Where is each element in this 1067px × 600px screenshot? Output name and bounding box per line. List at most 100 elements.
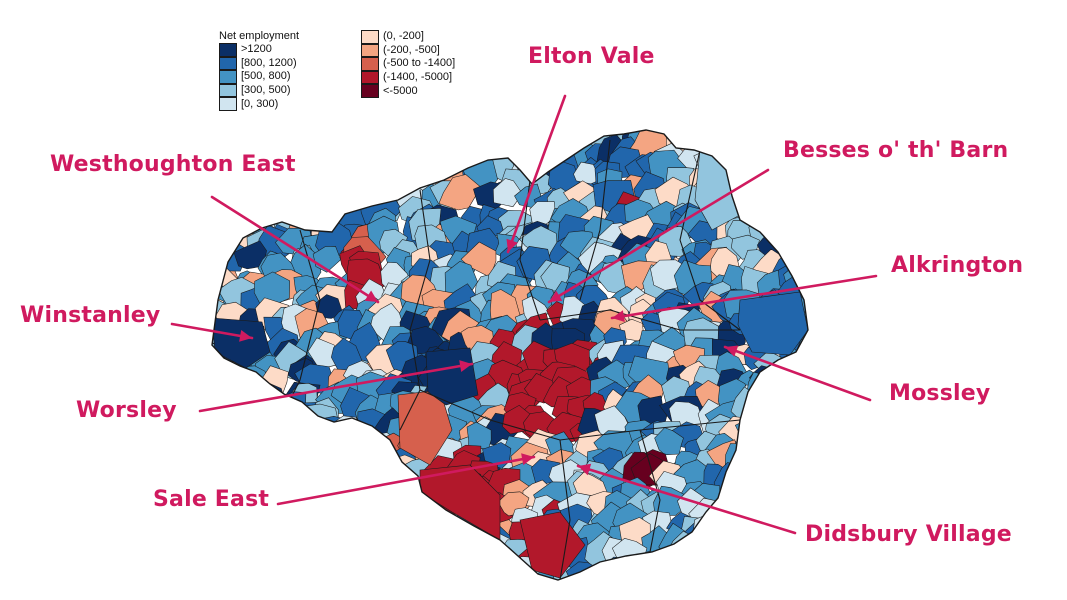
ward-region (212, 188, 230, 217)
ward-region (250, 525, 284, 562)
legend-title: Net employment (219, 30, 300, 42)
ward-region (303, 130, 348, 132)
ward-region (329, 529, 361, 558)
ward-region (398, 140, 434, 179)
ward-region (331, 131, 371, 168)
ward-region (310, 439, 343, 464)
ward-region (320, 517, 358, 551)
ward-region (424, 534, 457, 564)
ward-region (280, 511, 308, 545)
ward-region (309, 499, 347, 531)
pointer-line-sale-east (276, 455, 536, 506)
legend-item: [0, 300) (219, 97, 299, 111)
ward-region (212, 510, 225, 547)
ward-region (778, 478, 808, 516)
borough-boundary (539, 309, 740, 331)
ward-region (557, 130, 589, 142)
ward-region (212, 525, 248, 564)
ward-region (719, 524, 757, 559)
legend-item-label: [300, 500) (241, 84, 291, 97)
arrowhead-icon (612, 310, 625, 322)
ward-region (212, 351, 218, 387)
ward-region (264, 559, 303, 580)
ward-region (316, 139, 354, 179)
ward-region (683, 101, 711, 124)
ward-region (296, 130, 335, 132)
ward-region (500, 130, 529, 141)
ward-region (402, 130, 439, 150)
ward-region (406, 543, 438, 568)
legend-item-label: [0, 300) (241, 97, 279, 110)
ward-region (329, 515, 358, 542)
ward-region (315, 139, 340, 168)
ward-region (500, 130, 542, 135)
ward-region (750, 173, 786, 209)
ward-region (378, 517, 409, 546)
ward-region (700, 555, 734, 580)
ward-region (347, 525, 384, 555)
ward-region (221, 544, 257, 576)
ward-region (565, 561, 603, 580)
ward-region (511, 130, 539, 143)
ward-region (333, 448, 368, 483)
pointer-line-elton-vale (506, 94, 567, 254)
ward-region (709, 542, 750, 577)
legend-item: [800, 1200) (219, 56, 299, 71)
ward-region (780, 203, 808, 229)
ward-region (212, 453, 229, 490)
ward-region (772, 392, 807, 429)
ward-region (390, 563, 420, 580)
ward-region (344, 99, 376, 127)
ward-region (629, 551, 663, 580)
ward-region (250, 524, 282, 554)
ward-region (272, 446, 307, 479)
ward-region (212, 220, 216, 264)
legend-swatch (219, 70, 237, 84)
ward-region (497, 96, 530, 127)
ward-region (565, 99, 589, 126)
ward-region (730, 152, 762, 185)
ward-region (449, 527, 493, 570)
ward-region (733, 130, 766, 156)
ward-region (756, 202, 786, 230)
legend-item: (-500 to -1400] (361, 57, 455, 71)
ward-region (434, 520, 464, 550)
ward-region (353, 144, 385, 176)
ward-region (217, 369, 262, 402)
ward-region (384, 470, 415, 503)
ward-region (703, 130, 740, 149)
legend-swatch (219, 56, 237, 71)
ward-region (747, 177, 777, 206)
ward-region (390, 506, 428, 540)
ward-region (787, 444, 808, 485)
arrowhead-icon (506, 238, 518, 252)
pointer-line-westhoughton-east (210, 195, 380, 304)
ward-region (259, 179, 283, 207)
ward-region (289, 549, 321, 577)
pointer-line-worsley (198, 362, 474, 413)
ward-region (739, 99, 771, 127)
ward-region (181, 393, 208, 421)
ward-region (731, 567, 766, 580)
ward-region (288, 447, 324, 481)
ward-region (365, 541, 401, 576)
ward-region (297, 505, 332, 541)
ward-region (241, 565, 276, 580)
ward-region (414, 130, 448, 137)
legend-item: [300, 500) (219, 83, 299, 98)
ward-region (578, 130, 609, 140)
ward-region (212, 526, 213, 565)
ward-region (212, 262, 218, 300)
ward-region (724, 443, 763, 477)
ward-region (766, 446, 807, 481)
ward-region (689, 530, 728, 568)
borough-boundary (579, 139, 611, 301)
ward-region (795, 430, 808, 454)
ward-region (736, 428, 767, 454)
legend-positive: Net employment >1200 [800, 1200) [500, 8… (219, 30, 299, 111)
ward-region (715, 130, 754, 155)
ward-region (371, 130, 405, 160)
ward-region (279, 563, 314, 580)
ward-region (212, 411, 236, 451)
